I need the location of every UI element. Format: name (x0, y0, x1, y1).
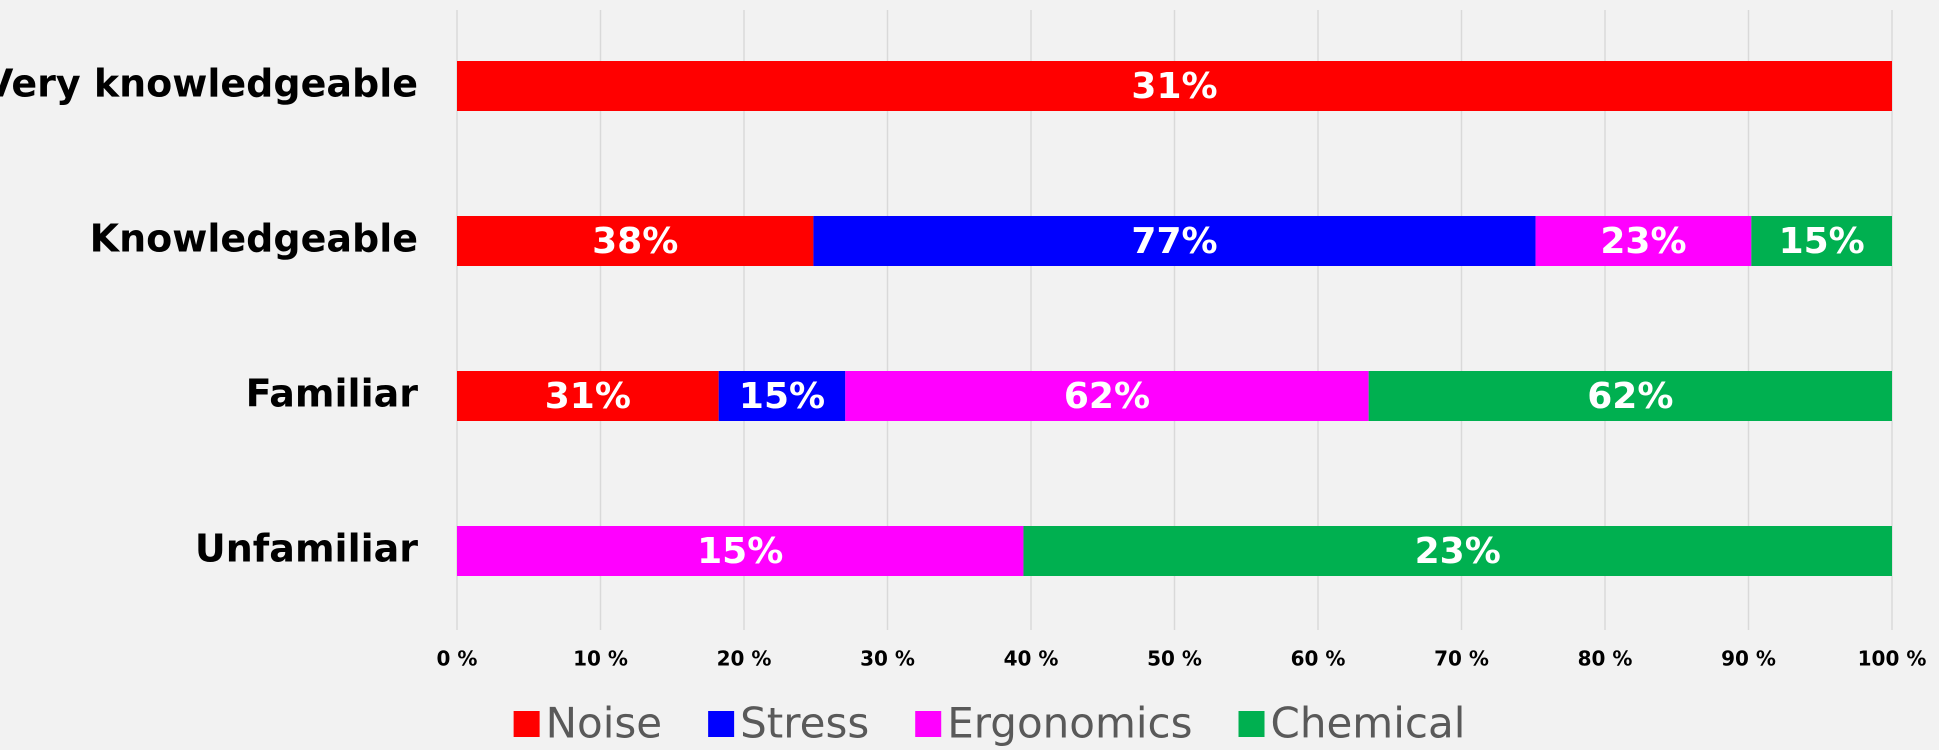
data-label: 31% (1131, 66, 1217, 107)
data-label: 77% (1131, 221, 1217, 262)
x-tick-label: 0 % (437, 647, 478, 671)
legend-label: Stress (740, 699, 869, 748)
bar-segment (457, 216, 814, 266)
x-tick-label: 70 % (1434, 647, 1489, 671)
x-tick-label: 40 % (1004, 647, 1059, 671)
legend-label: Ergonomics (947, 699, 1192, 748)
x-tick-label: 60 % (1291, 647, 1346, 671)
bar-segment (718, 371, 846, 421)
x-tick-label: 10 % (573, 647, 628, 671)
legend-label: Chemical (1271, 699, 1466, 748)
legend-label: Noise (546, 699, 663, 748)
bar-segment (813, 216, 1536, 266)
category-label: Familiar (246, 372, 419, 416)
legend-swatch (915, 711, 942, 737)
data-label: 15% (739, 376, 825, 417)
bar-segment (1751, 216, 1892, 266)
bar-segment (1023, 526, 1892, 576)
bar-segment (457, 61, 1892, 111)
data-label: 23% (1415, 531, 1501, 572)
category-label: Unfamiliar (195, 527, 418, 571)
data-label: 62% (1587, 376, 1673, 417)
bar-segment (1368, 371, 1892, 421)
x-tick-label: 50 % (1147, 647, 1202, 671)
data-label: 15% (697, 531, 783, 572)
legend-swatch (708, 711, 735, 737)
legend: Noise Stress Ergonomics Chemical (513, 699, 1466, 748)
x-tick-label: 30 % (860, 647, 915, 671)
x-tick-label: 20 % (717, 647, 772, 671)
bar-segment (457, 371, 719, 421)
bar-segment (457, 526, 1024, 576)
x-tick-label: 100 % (1858, 647, 1927, 671)
legend-swatch (513, 711, 540, 737)
data-label: 31% (545, 376, 631, 417)
category-label: Very knowledgeable (0, 62, 418, 106)
x-tick-label: 80 % (1578, 647, 1633, 671)
x-tick-label: 90 % (1721, 647, 1776, 671)
legend-swatch (1238, 711, 1265, 737)
data-label: 23% (1600, 221, 1686, 262)
bar-segment (845, 371, 1369, 421)
data-label: 15% (1779, 221, 1865, 262)
category-label: Knowledgeable (90, 217, 418, 261)
data-label: 62% (1064, 376, 1150, 417)
bar-segment (1535, 216, 1752, 266)
data-label: 38% (592, 221, 678, 262)
